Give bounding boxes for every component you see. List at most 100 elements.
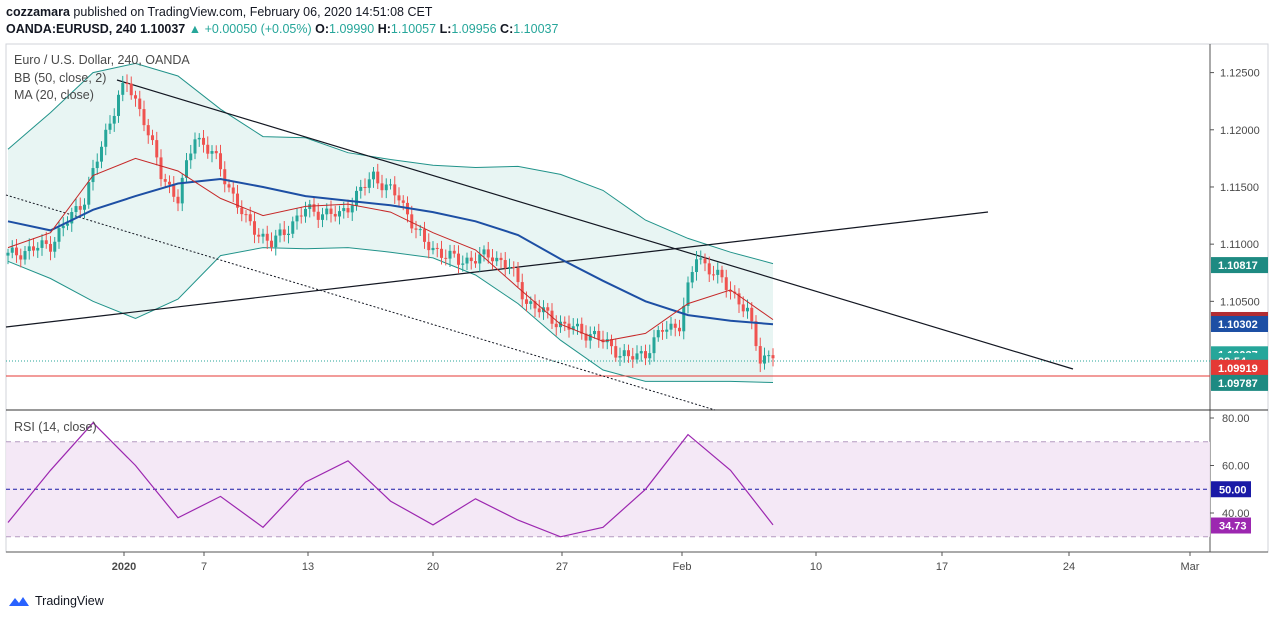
candle-body (342, 208, 346, 212)
candle-body (529, 301, 533, 304)
candle-body (474, 261, 477, 264)
candle-body (491, 257, 494, 262)
candle-body (253, 221, 256, 235)
series-title[interactable]: Euro / U.S. Dollar, 240, OANDA (14, 53, 190, 67)
axes: 1.12500 1.12000 1.11500 1.11000 1.10500 1.108… (112, 68, 1268, 573)
bb-lower-line (7, 247, 774, 383)
price-tag-label: 1.10817 (1218, 260, 1258, 272)
price-tick-label: 1.12000 (1220, 125, 1260, 137)
candle-body (554, 323, 558, 328)
candle-body (563, 321, 567, 324)
rsi-tag-label: 50.00 (1219, 484, 1247, 496)
time-tick-label: 24 (1063, 561, 1075, 573)
ma-legend[interactable]: MA (20, close) (14, 88, 94, 102)
candle-body (129, 83, 133, 96)
time-tick-label: 10 (810, 561, 822, 573)
candle-body (236, 193, 239, 208)
candle-body (231, 187, 235, 194)
publisher-name[interactable]: cozzamara (6, 5, 70, 19)
candle-body (244, 214, 248, 216)
bb-basis-line (7, 177, 774, 326)
candle-body (295, 215, 299, 222)
candle-body (716, 269, 720, 275)
candle-body (44, 240, 48, 244)
candle-body (74, 206, 78, 213)
candle-body (240, 207, 244, 215)
candle-body (223, 169, 227, 185)
candle-body (197, 137, 201, 140)
candle-body (763, 355, 766, 364)
candle-body (389, 184, 392, 186)
candle-body (656, 330, 660, 338)
high-label: H: (377, 22, 391, 36)
price-tag-box (1211, 315, 1268, 332)
candle-body (32, 246, 35, 251)
candle-body (185, 160, 188, 178)
candle-body (350, 205, 354, 213)
bb-upper-line (7, 62, 774, 265)
rsi-tick-label: 60.00 (1222, 461, 1250, 473)
candle-body (19, 255, 23, 260)
candle-body (316, 211, 320, 220)
candle-body (690, 272, 694, 283)
trendlines[interactable] (5, 79, 1210, 411)
candle-body (210, 151, 214, 154)
candle-body (478, 254, 482, 264)
candle-body (627, 350, 630, 357)
candle-body (270, 240, 273, 248)
candle-body (95, 161, 99, 169)
candle-body (87, 182, 91, 205)
bb-legend[interactable]: BB (50, close, 2) (14, 70, 107, 85)
rsi-legend[interactable]: RSI (14, close) (14, 420, 97, 434)
candle-body (418, 229, 422, 231)
symbol-label[interactable]: OANDA:EURUSD, 240 (6, 22, 137, 36)
candle-body (707, 263, 711, 275)
candle-body (580, 323, 584, 334)
candle-body (448, 250, 452, 259)
candle-body (567, 323, 571, 330)
candle-body (168, 181, 171, 185)
candle-body (325, 208, 329, 215)
close-label: C: (500, 22, 514, 36)
candle-body (482, 249, 486, 255)
time-tick-label: 27 (556, 561, 568, 573)
high-value: 1.10057 (390, 22, 437, 36)
candle-body (163, 179, 167, 182)
candle-body (376, 171, 380, 184)
tradingview-brand[interactable]: TradingView (8, 592, 104, 610)
candle-body (537, 308, 541, 313)
candle-body (618, 356, 622, 358)
candle-body (282, 229, 286, 236)
low-value: 1.09956 (451, 22, 497, 36)
price-tick-label: 1.12500 (1220, 68, 1260, 80)
ma20-line (7, 157, 774, 342)
time-tick-label: 20 (427, 561, 439, 573)
candle-body (593, 330, 596, 335)
candle-body (635, 353, 639, 360)
candle-body (597, 330, 601, 340)
candle-body (401, 200, 405, 203)
candle-body (176, 196, 180, 204)
candle-body (423, 229, 426, 242)
candle-body (346, 208, 350, 213)
candle-body (729, 289, 732, 292)
price-tag-box (1211, 359, 1268, 376)
candle-body (83, 204, 86, 210)
candle-body (741, 304, 745, 312)
candle-body (699, 258, 703, 260)
candle-body (10, 247, 14, 253)
candle-body (291, 221, 295, 234)
dotted-channel-line (5, 194, 716, 411)
candle-body (189, 153, 193, 161)
candle-body (304, 208, 307, 217)
candle-body (746, 307, 749, 312)
rsi-tick-label: 40.00 (1222, 508, 1250, 520)
price-tag-label: 1.09919 (1218, 363, 1258, 375)
candle-body (61, 225, 65, 229)
candle-body (193, 139, 197, 154)
candle-body (452, 250, 456, 254)
candle-body (648, 353, 652, 359)
up-arrow-icon: ▲ (188, 22, 202, 36)
